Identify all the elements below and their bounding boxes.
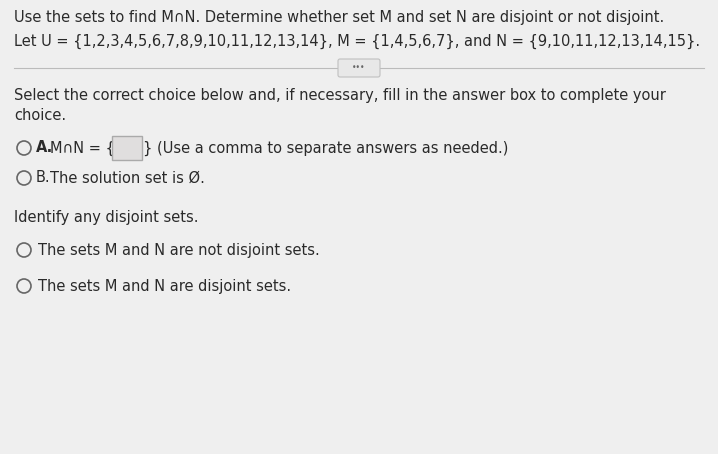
Text: M∩N = {: M∩N = { xyxy=(50,140,115,156)
Text: A.: A. xyxy=(36,140,53,156)
FancyBboxPatch shape xyxy=(112,136,142,160)
Text: The sets M and N are disjoint sets.: The sets M and N are disjoint sets. xyxy=(38,278,291,293)
Text: The solution set is Ø.: The solution set is Ø. xyxy=(50,171,205,186)
Text: Use the sets to find M∩N. Determine whether set M and set N are disjoint or not : Use the sets to find M∩N. Determine whet… xyxy=(14,10,664,25)
Text: Let U = {1,2,3,4,5,6,7,8,9,10,11,12,13,14}, M = {1,4,5,6,7}, and N = {9,10,11,12: Let U = {1,2,3,4,5,6,7,8,9,10,11,12,13,1… xyxy=(14,34,700,49)
Text: •••: ••• xyxy=(353,64,365,73)
Text: The sets M and N are not disjoint sets.: The sets M and N are not disjoint sets. xyxy=(38,242,320,257)
Text: choice.: choice. xyxy=(14,108,66,123)
FancyBboxPatch shape xyxy=(338,59,380,77)
Text: B.: B. xyxy=(36,171,51,186)
Text: } (Use a comma to separate answers as needed.): } (Use a comma to separate answers as ne… xyxy=(143,140,508,156)
Text: Identify any disjoint sets.: Identify any disjoint sets. xyxy=(14,210,198,225)
Text: Select the correct choice below and, if necessary, fill in the answer box to com: Select the correct choice below and, if … xyxy=(14,88,666,103)
